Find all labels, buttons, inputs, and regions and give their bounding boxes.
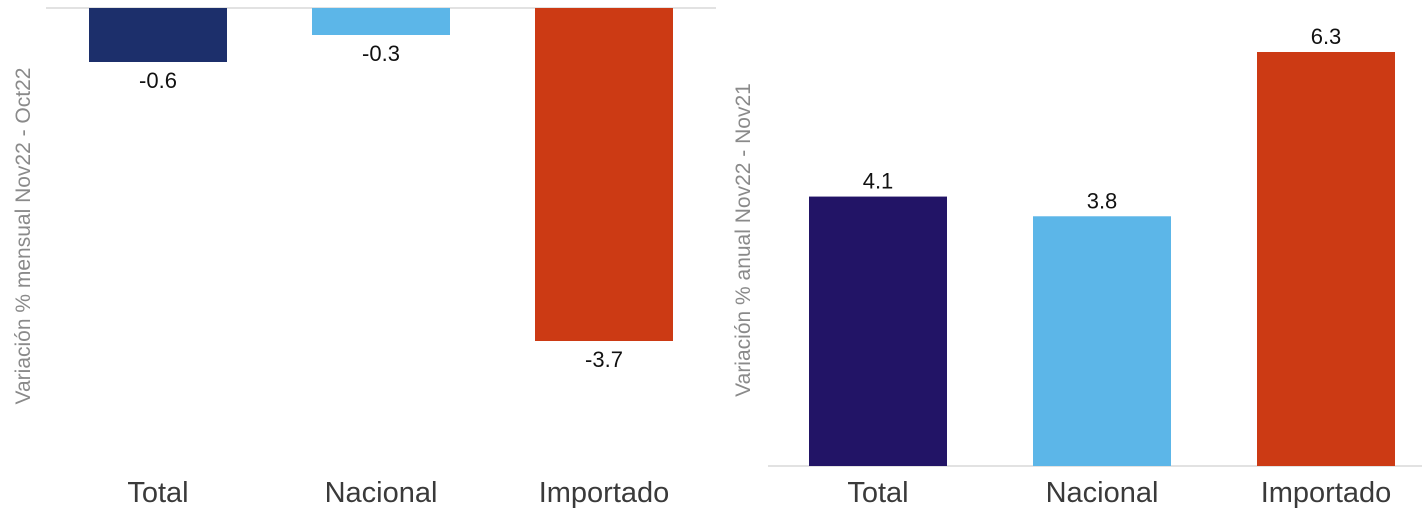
annual-tick-total: Total: [847, 477, 908, 509]
monthly-tick-total: Total: [127, 477, 188, 509]
annual-bar-nacional: [1033, 216, 1171, 466]
monthly-bar-total: [89, 8, 227, 62]
monthly-bar-nacional: [312, 8, 450, 35]
annual-bar-total: [809, 196, 947, 467]
annual-x-axis-ticks: Total Nacional Importado: [847, 477, 1391, 509]
annual-tick-importado: Importado: [1261, 477, 1392, 509]
monthly-tick-nacional: Nacional: [325, 477, 438, 509]
annual-tick-nacional: Nacional: [1046, 477, 1159, 509]
annual-bar-importado: [1257, 52, 1395, 466]
monthly-bar-importado: [535, 8, 673, 341]
monthly-x-axis-ticks: Total Nacional Importado: [127, 477, 669, 509]
monthly-data-labels: -0.6 -0.3 -3.7: [139, 41, 623, 372]
monthly-bars: [89, 8, 673, 341]
monthly-tick-importado: Importado: [539, 477, 670, 509]
annual-chart: Variación % anual Nov22 - Nov21 4.1 3.8 …: [732, 24, 1422, 509]
annual-data-labels: 4.1 3.8 6.3: [863, 24, 1342, 213]
monthly-value-label-importado: -3.7: [585, 347, 623, 372]
annual-value-label-total: 4.1: [863, 169, 894, 194]
annual-value-label-importado: 6.3: [1311, 24, 1342, 49]
monthly-value-label-total: -0.6: [139, 68, 177, 93]
annual-y-axis-label: Variación % anual Nov22 - Nov21: [732, 83, 755, 397]
monthly-y-axis-label: Variación % mensual Nov22 - Oct22: [12, 68, 35, 405]
monthly-chart: Variación % mensual Nov22 - Oct22 -0.6 -…: [12, 7, 716, 509]
monthly-value-label-nacional: -0.3: [362, 41, 400, 66]
annual-bars: [809, 52, 1395, 467]
annual-value-label-nacional: 3.8: [1087, 188, 1118, 213]
